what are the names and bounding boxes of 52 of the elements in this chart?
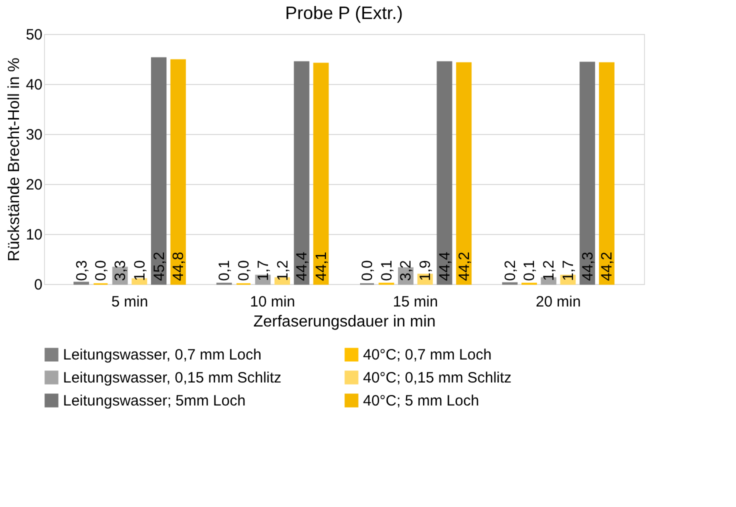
data-label: 0,1 xyxy=(378,260,396,281)
bar xyxy=(436,61,452,285)
chart-title: Probe P (Extr.) xyxy=(285,3,403,23)
y-tick-label: 10 xyxy=(26,226,42,244)
x-tick-label: 10 min xyxy=(250,294,296,310)
data-label: 1,0 xyxy=(131,260,148,281)
data-label: 1,2 xyxy=(540,260,558,281)
bar xyxy=(313,62,329,285)
data-label: 0,2 xyxy=(502,260,519,281)
data-label: 44,4 xyxy=(436,252,454,281)
data-label: 44,3 xyxy=(579,252,596,281)
data-label: 44,2 xyxy=(456,252,473,281)
legend-label: 40°C; 0,15 mm Schlitz xyxy=(363,370,512,386)
legend-label: Leitungswasser, 0,15 mm Schlitz xyxy=(63,370,282,386)
legend-label: 40°C; 0,7 mm Loch xyxy=(363,346,492,364)
data-label: 3,2 xyxy=(398,260,415,281)
y-tick-label: 30 xyxy=(26,126,42,144)
bar xyxy=(170,59,186,285)
data-label: 1,7 xyxy=(560,260,577,281)
y-axis-title: Rückstände Brecht-Holl in % xyxy=(6,58,23,262)
data-label: 45,2 xyxy=(150,252,168,281)
data-label: 1,2 xyxy=(274,260,292,281)
data-label: 0,1 xyxy=(216,260,234,281)
y-tick-label: 50 xyxy=(26,26,42,44)
x-axis-title: Zerfaserungsdauer in min xyxy=(253,314,436,330)
data-label: 0,0 xyxy=(236,260,253,281)
y-tick-label: 40 xyxy=(26,76,42,94)
x-tick-label: 20 min xyxy=(536,294,581,310)
bar xyxy=(580,62,596,285)
data-label: 0,3 xyxy=(73,260,90,281)
data-label: 44,4 xyxy=(294,252,311,281)
bar xyxy=(151,57,167,285)
data-label: 44,2 xyxy=(598,252,616,281)
bar xyxy=(294,61,310,285)
y-tick-label: 20 xyxy=(26,176,42,194)
data-label: 0,1 xyxy=(521,260,538,281)
data-label: 0,0 xyxy=(359,260,376,281)
bar xyxy=(598,62,614,285)
data-label: 44,8 xyxy=(170,252,188,281)
data-label: 44,1 xyxy=(313,252,330,281)
legend-label: 40°C; 5 mm Loch xyxy=(363,392,480,410)
bar xyxy=(132,278,148,285)
y-tick-label: 0 xyxy=(34,276,42,294)
legend-label: Leitungswasser; 5mm Loch xyxy=(63,392,246,410)
data-label: 0,0 xyxy=(92,260,110,281)
data-label: 1,7 xyxy=(254,260,272,281)
x-tick-label: 5 min xyxy=(111,294,148,310)
data-label: 1,9 xyxy=(417,260,434,281)
data-label: 3,3 xyxy=(112,260,130,281)
x-tick-label: 15 min xyxy=(392,294,438,310)
bar xyxy=(456,62,472,285)
legend-label: Leitungswasser, 0,7 mm Loch xyxy=(63,346,262,364)
